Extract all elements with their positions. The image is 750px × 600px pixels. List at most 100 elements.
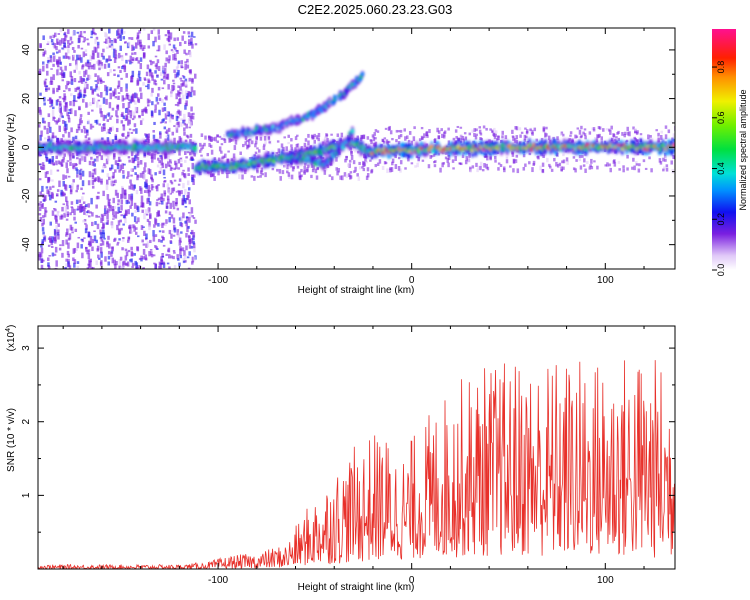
noise-mark [66,205,69,210]
noise-mark [117,206,121,213]
noise-mark [139,39,142,44]
halo-mark [362,153,366,159]
colorbar-gradient [712,29,736,270]
noise-mark [93,235,97,242]
halo-mark [532,160,536,165]
ridge-mark [193,145,197,151]
noise-mark [55,225,58,230]
noise-mark [69,161,72,166]
halo-mark [300,174,303,178]
noise-mark [137,161,140,165]
halo-mark [584,135,587,140]
noise-mark [161,119,164,123]
halo-mark [300,168,303,173]
halo-mark [290,147,294,151]
noise-mark [130,195,133,201]
noise-mark [46,43,49,45]
halo-mark [664,141,667,145]
noise-mark [46,60,50,64]
noise-mark [193,153,196,157]
noise-mark [51,155,55,163]
noise-mark [190,86,194,93]
noise-mark [42,63,45,66]
noise-mark [64,128,67,134]
noise-mark [141,118,145,121]
noise-mark [52,34,55,39]
halo-mark [444,156,448,160]
noise-mark [49,35,52,39]
noise-mark [162,244,166,247]
noise-mark [85,211,89,213]
halo-mark [336,170,339,176]
noise-mark [68,233,72,240]
noise-mark [165,50,168,55]
halo-mark [232,153,236,159]
noise-mark [96,41,100,46]
noise-mark [55,51,59,54]
noise-mark [56,98,60,103]
halo-mark [635,163,639,166]
halo-mark [218,135,222,138]
noise-mark [74,59,78,66]
noise-mark [44,137,47,140]
noise-mark [109,92,112,100]
noise-mark [81,206,85,212]
noise-mark [136,32,140,38]
noise-mark [129,259,132,262]
noise-mark [174,160,177,166]
noise-mark [84,135,88,139]
halo-mark [326,137,329,143]
noise-mark [114,169,117,173]
noise-mark [164,121,167,124]
halo-mark [513,138,517,143]
halo-mark [217,157,221,162]
noise-mark [82,51,86,58]
halo-mark [421,159,425,162]
halo-mark [461,154,465,159]
halo-mark [604,164,607,167]
noise-mark [181,35,184,41]
noise-mark [108,45,112,48]
noise-mark [39,109,42,115]
noise-mark [108,201,111,208]
noise-mark [93,46,97,53]
noise-mark [80,120,83,124]
noise-mark [188,236,191,243]
noise-mark [149,69,152,77]
noise-mark [72,99,76,107]
noise-mark [149,239,152,244]
noise-mark [41,203,44,209]
noise-mark [65,107,68,112]
noise-mark [42,65,45,72]
halo-mark [220,150,223,154]
noise-mark [102,232,106,239]
noise-mark [87,137,91,140]
noise-mark [49,98,52,105]
noise-mark [120,214,123,217]
noise-mark [120,77,123,80]
noise-mark [38,206,42,212]
noise-mark [94,177,98,182]
halo-mark [381,139,385,143]
noise-mark [149,249,153,251]
halo-mark [213,175,216,181]
noise-mark [55,121,58,125]
noise-mark [192,242,196,249]
halo-mark [545,126,548,130]
noise-mark [100,65,103,69]
noise-mark [177,190,180,192]
halo-mark [371,134,375,138]
noise-mark [117,156,121,162]
noise-mark [89,102,92,106]
noise-mark [193,174,196,178]
noise-mark [133,123,137,128]
halo-mark [644,167,648,170]
halo-mark [311,135,314,140]
halo-mark [288,174,291,179]
noise-mark [127,131,130,137]
noise-mark [67,253,71,258]
noise-mark [179,137,183,144]
noise-mark [64,267,67,269]
noise-mark [79,76,83,83]
